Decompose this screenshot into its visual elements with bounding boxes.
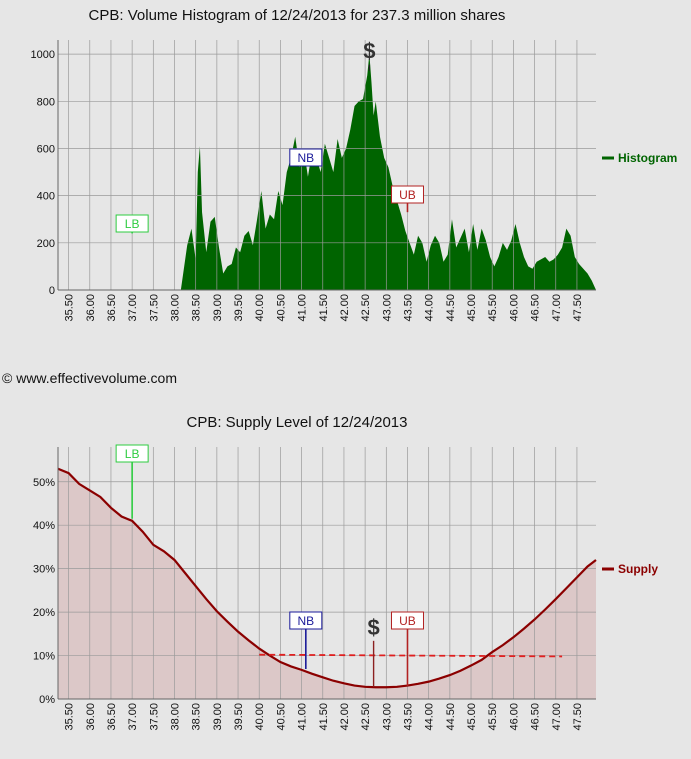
y-tick-label: 800 <box>37 96 55 108</box>
x-tick-label: 40.50 <box>275 703 287 731</box>
x-tick-label: 39.50 <box>233 294 245 322</box>
marker-label-ub: UB <box>399 188 416 202</box>
x-tick-label: 46.00 <box>508 703 520 731</box>
legend-label: Histogram <box>618 151 677 165</box>
x-tick-label: 42.00 <box>339 294 351 322</box>
x-tick-label: 41.50 <box>318 703 330 731</box>
y-tick-label: 10% <box>33 651 55 663</box>
y-tick-label: 0 <box>49 285 55 297</box>
x-tick-label: 41.00 <box>297 294 309 322</box>
x-tick-label: 41.00 <box>297 703 309 731</box>
dollar-marker-label: $ <box>363 39 375 64</box>
dollar-marker-label: $ <box>367 615 379 640</box>
y-tick-label: 600 <box>37 143 55 155</box>
series-area <box>58 54 596 291</box>
x-tick-label: 47.00 <box>551 294 563 322</box>
y-tick-label: 0% <box>39 694 55 706</box>
x-tick-label: 43.00 <box>381 703 393 731</box>
volume-histogram-chart: CPB: Volume Histogram of 12/24/2013 for … <box>31 7 678 322</box>
x-tick-label: 45.00 <box>466 703 478 731</box>
marker-box-nb <box>289 611 323 630</box>
marker-box-lb <box>115 444 149 463</box>
x-tick-label: 45.50 <box>487 703 499 731</box>
x-tick-label: 44.00 <box>424 703 436 731</box>
x-tick-label: 37.50 <box>148 294 160 322</box>
x-tick-label: 46.50 <box>530 294 542 322</box>
x-tick-label: 40.00 <box>254 294 266 322</box>
x-tick-label: 41.50 <box>318 294 330 322</box>
x-tick-label: 39.50 <box>233 703 245 731</box>
marker-label-nb: NB <box>297 614 314 628</box>
chart-title: CPB: Volume Histogram of 12/24/2013 for … <box>89 7 506 24</box>
x-tick-label: 37.00 <box>127 294 139 322</box>
x-tick-label: 36.00 <box>85 703 97 731</box>
marker-label-ub: UB <box>399 614 416 628</box>
x-tick-label: 46.50 <box>530 703 542 731</box>
y-tick-label: 50% <box>33 477 55 489</box>
x-tick-label: 47.50 <box>572 294 584 322</box>
marker-box-lb <box>115 214 149 233</box>
x-tick-label: 44.50 <box>445 703 457 731</box>
marker-label-nb: NB <box>297 151 314 165</box>
x-tick-label: 38.00 <box>169 294 181 322</box>
x-tick-label: 37.50 <box>148 703 160 731</box>
x-tick-label: 42.00 <box>339 703 351 731</box>
y-tick-label: 20% <box>33 607 55 619</box>
x-tick-label: 45.00 <box>466 294 478 322</box>
marker-box-ub <box>390 185 424 204</box>
x-tick-label: 46.00 <box>508 294 520 322</box>
reference-line <box>259 653 563 658</box>
x-tick-label: 40.50 <box>275 294 287 322</box>
x-tick-label: 38.50 <box>191 294 203 322</box>
x-tick-label: 39.00 <box>212 294 224 322</box>
y-tick-label: 40% <box>33 520 55 532</box>
y-tick-label: 1000 <box>31 49 55 61</box>
x-tick-label: 36.50 <box>106 703 118 731</box>
marker-box-ub <box>390 611 424 630</box>
x-tick-label: 38.50 <box>191 703 203 731</box>
marker-box-nb <box>289 148 323 167</box>
y-tick-label: 30% <box>33 564 55 576</box>
x-tick-label: 35.50 <box>64 703 76 731</box>
copyright-text: © www.effectivevolume.com <box>2 370 178 386</box>
x-tick-label: 43.00 <box>381 294 393 322</box>
x-tick-label: 36.50 <box>106 294 118 322</box>
x-tick-label: 35.50 <box>64 294 76 322</box>
series-area <box>58 468 596 699</box>
legend-label: Supply <box>618 562 658 576</box>
marker-label-lb: LB <box>125 447 140 461</box>
chart-title: CPB: Supply Level of 12/24/2013 <box>187 414 408 431</box>
x-tick-label: 38.00 <box>169 703 181 731</box>
x-tick-label: 40.00 <box>254 703 266 731</box>
x-tick-label: 39.00 <box>212 703 224 731</box>
y-tick-label: 400 <box>37 191 55 203</box>
x-tick-label: 45.50 <box>487 294 499 322</box>
series-line <box>57 467 597 689</box>
x-tick-label: 37.00 <box>127 703 139 731</box>
marker-label-lb: LB <box>125 217 140 231</box>
x-tick-label: 44.00 <box>424 294 436 322</box>
x-tick-label: 44.50 <box>445 294 457 322</box>
x-tick-label: 47.00 <box>551 703 563 731</box>
supply-level-chart: CPB: Supply Level of 12/24/2013 0% 10% 20% 3… <box>33 414 658 731</box>
x-tick-label: 42.50 <box>360 294 372 322</box>
x-tick-label: 43.50 <box>402 703 414 731</box>
x-tick-label: 47.50 <box>572 703 584 731</box>
x-tick-label: 36.00 <box>85 294 97 322</box>
y-tick-label: 200 <box>37 238 55 250</box>
x-tick-label: 43.50 <box>402 294 414 322</box>
x-tick-label: 42.50 <box>360 703 372 731</box>
